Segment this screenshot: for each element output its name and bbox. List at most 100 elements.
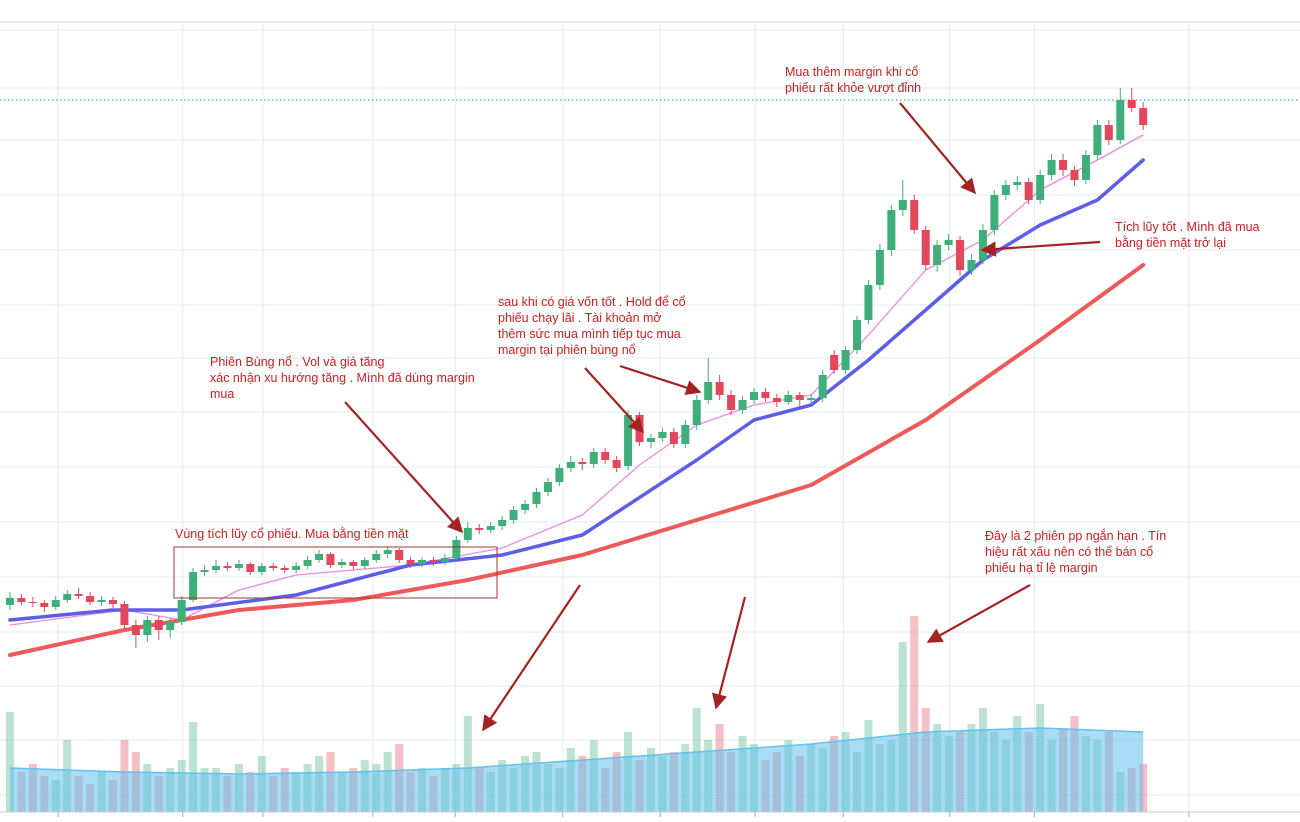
candle-body [566, 462, 575, 468]
arrow [980, 240, 1101, 257]
arrow [926, 584, 1031, 643]
arrows [344, 102, 1101, 732]
candle-body [864, 285, 873, 320]
candle-body [956, 240, 965, 270]
candle-body [898, 200, 907, 210]
candle-body [97, 600, 106, 602]
candle-body [555, 468, 564, 482]
annotation-line: phiếu hạ tỉ lệ margin [985, 561, 1098, 575]
annotation-line: sau khi có giá vốn tốt . Hold để cổ [498, 295, 686, 309]
candle-body [86, 596, 95, 602]
candle-body [749, 392, 758, 400]
candle-body [418, 560, 427, 564]
ma-line [9, 134, 1144, 626]
candle-body [990, 195, 999, 230]
moving-averages [7, 134, 1146, 657]
candle-body [211, 566, 221, 570]
volume-bar [898, 642, 907, 812]
candle-body [578, 462, 587, 464]
candle-body [875, 250, 884, 285]
candle-body [463, 528, 472, 540]
candle-body [292, 566, 301, 570]
candle-body [166, 622, 175, 630]
candle-body [1104, 125, 1113, 140]
candle-body [944, 240, 953, 245]
candle-body [303, 560, 312, 566]
arrow [482, 584, 581, 732]
candle-body [772, 398, 781, 402]
annotation-line: phiếu rất khỏe vượt đỉnh [785, 81, 921, 95]
candle-body [967, 260, 976, 270]
ma-line [8, 158, 1145, 622]
candle-body [315, 554, 324, 560]
arrow [619, 364, 702, 396]
candle-body [532, 492, 541, 504]
candle-body [704, 382, 713, 400]
candle-body [761, 392, 770, 398]
candle-body [395, 550, 404, 560]
annotation-line: Mua thêm margin khi cổ [785, 65, 918, 79]
candle-body [108, 600, 117, 604]
candle-body [257, 566, 266, 572]
candle-body [692, 400, 701, 425]
annotation: Đây là 2 phiên pp ngắn hạn . Tín hiệu rấ… [985, 528, 1170, 575]
candle-body [200, 570, 209, 572]
candles [5, 88, 1148, 648]
candle-body [807, 398, 816, 400]
candle-body [841, 350, 850, 370]
annotation: Vùng tích lũy cổ phiếu. Mua bằng tiền mặ… [175, 526, 409, 541]
candle-body [601, 452, 610, 460]
candle-body [131, 625, 140, 635]
candle-body [933, 245, 942, 265]
candle-body [658, 432, 667, 438]
candle-body [51, 600, 60, 607]
annotation-line: Vùng tích lũy cổ phiếu. Mua bằng tiền mặ… [175, 526, 409, 541]
annotation-line: Tích lũy tốt . Mình đã mua [1115, 220, 1260, 234]
volume-bar [463, 716, 472, 812]
candle-body [1081, 155, 1090, 180]
candle-body [1013, 182, 1022, 185]
candle-body [1036, 175, 1045, 200]
candle-body [853, 320, 862, 350]
annotation-line: margin tại phiên bùng nổ [498, 343, 636, 357]
candle-body [498, 520, 507, 526]
arrow [584, 367, 645, 434]
candle-body [372, 554, 381, 560]
arrow [899, 102, 976, 195]
candle-body [669, 432, 678, 444]
candle-body [326, 554, 335, 565]
candle-body [646, 438, 655, 442]
candle-body [612, 460, 621, 468]
candle-body [40, 603, 49, 607]
candle-body [1070, 170, 1079, 180]
volume-ma-line [9, 727, 1144, 775]
annotation-line: bằng tiền mặt trở lại [1115, 235, 1226, 250]
ma-line [7, 263, 1146, 657]
candle-body [509, 510, 518, 520]
candle-body [795, 395, 804, 400]
candle-body [269, 566, 278, 568]
candle-body [978, 230, 987, 260]
volume-ma-area [9, 728, 1144, 812]
volume-bar [910, 616, 919, 812]
annotation: sau khi có giá vốn tốt . Hold để cổ phiế… [498, 295, 689, 357]
annotation-line: xác nhận xu hướng tăng . Mình đã dùng ma… [210, 371, 475, 385]
candle-body [440, 558, 449, 562]
candle-body [1139, 108, 1148, 125]
volume-bar [189, 722, 198, 812]
candle-body [1001, 185, 1010, 195]
candle-body [1059, 160, 1068, 170]
annotation: Mua thêm margin khi cổ phiếu rất khỏe vư… [785, 65, 922, 95]
candle-body [589, 452, 598, 464]
candle-body [28, 602, 37, 603]
candle-body [1116, 100, 1125, 140]
candle-body [349, 562, 358, 566]
candle-body [234, 564, 243, 568]
candle-body [1093, 125, 1102, 155]
candle-body [715, 382, 724, 395]
candle-body [475, 528, 484, 530]
candle-body [337, 562, 346, 565]
candle-body [5, 598, 14, 605]
candle-body [727, 395, 736, 410]
